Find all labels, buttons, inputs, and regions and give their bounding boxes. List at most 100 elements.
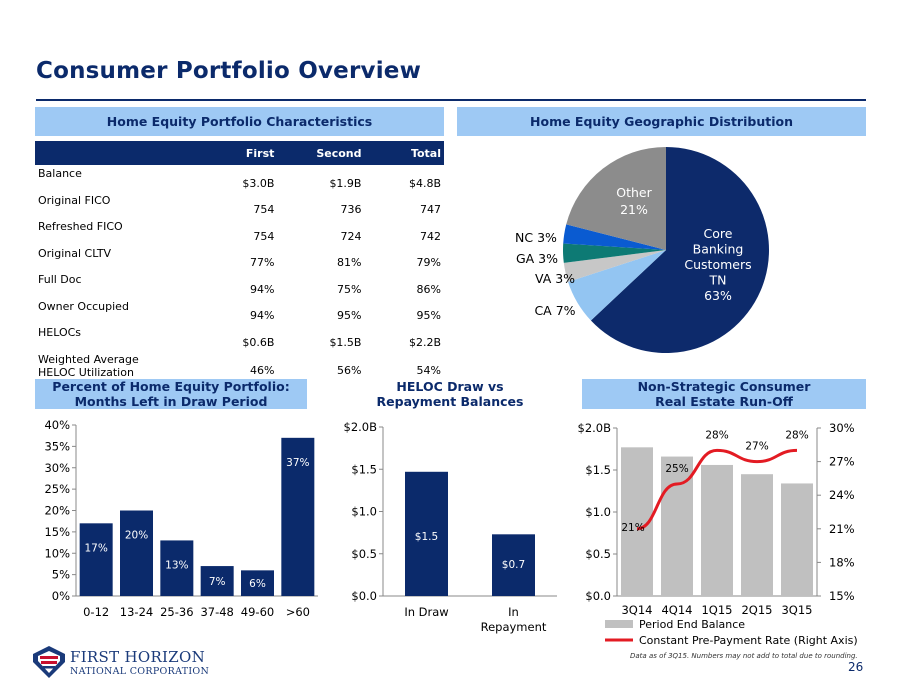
x-tick-label: 0-12	[83, 605, 109, 619]
x-tick-label: 13-24	[120, 605, 153, 619]
x-tick-label: In Draw	[404, 605, 448, 619]
page-title: Consumer Portfolio Overview	[36, 58, 422, 84]
banner-heloc: HELOC Draw vs Repayment Balances	[330, 379, 570, 409]
second-value: $1.9B	[329, 176, 362, 190]
y-tick-label: 5%	[52, 568, 70, 582]
x-tick-label: 3Q15	[781, 603, 812, 617]
first-value: 46%	[249, 363, 275, 377]
row-label: Original FICO	[38, 193, 111, 207]
characteristics-table: First Second Total Balance $3.0B $1.9B $4.8…	[35, 141, 444, 379]
second-value: 95%	[337, 309, 362, 322]
table-row: Refreshed FICO 754 724 742	[35, 218, 444, 245]
x-tick-label: >60	[286, 605, 310, 619]
total-value: $4.8B	[408, 176, 441, 190]
second-value: 56%	[337, 363, 362, 377]
table-row: Owner Occupied 94% 95% 95%	[35, 298, 444, 325]
pie-slice	[590, 147, 769, 353]
pie-slice	[563, 243, 666, 263]
pie-label: Customers	[684, 257, 751, 272]
pie-slice	[563, 250, 666, 282]
runoff-combo-chart: $0.0 $0.5 $1.0 $1.5 $2.0B 15% 18% 21% 24% 27% 30% 3…	[578, 421, 858, 647]
data-label: 7%	[209, 576, 226, 588]
y-tick-label: $2.0B	[578, 421, 612, 435]
data-label: $0.7	[502, 559, 525, 571]
total-value: 86%	[416, 282, 441, 296]
row-label: Refreshed FICO	[38, 220, 123, 233]
second-value: 736	[340, 203, 362, 216]
bar	[120, 510, 153, 596]
banner-line: Non-Strategic Consumer	[637, 379, 811, 394]
y-tick-label: 25%	[44, 482, 70, 496]
first-value: 94%	[249, 282, 275, 296]
table-row: Original CLTV 77% 81% 79%	[35, 245, 444, 272]
first-value: 77%	[249, 256, 275, 269]
row-label: Full Doc	[38, 273, 82, 286]
first-value: 94%	[249, 309, 275, 322]
data-label: 37%	[286, 457, 309, 469]
bar	[741, 474, 773, 596]
y-tick-label: $0.0	[585, 589, 611, 603]
cpr-line	[636, 448, 798, 531]
bar	[405, 471, 448, 596]
x-tick-label: 25-36	[160, 605, 193, 619]
y2-tick-label: 27%	[829, 455, 855, 469]
x-tick-label: 3Q14	[621, 603, 652, 617]
table-header-row: First Second Total	[35, 141, 444, 165]
banner-line: Percent of Home Equity Portfolio:	[52, 379, 290, 394]
bar	[160, 540, 194, 596]
second-value: 81%	[337, 256, 362, 269]
banner-line: Real Estate Run-Off	[655, 394, 793, 409]
y-tick-label: $1.0	[585, 505, 611, 519]
logo-emblem-icon	[33, 646, 65, 678]
footnote: Data as of 3Q15. Numbers may not add to …	[630, 652, 858, 660]
line-data-label: 27%	[745, 441, 768, 453]
data-label: 13%	[165, 559, 188, 571]
bar	[200, 566, 234, 596]
page-number: 26	[848, 660, 864, 674]
pie-label: Other	[616, 185, 652, 200]
y-tick-label: $0.5	[585, 547, 611, 561]
row-label: Owner Occupied	[38, 299, 129, 313]
pie-label: VA 3%	[535, 271, 575, 286]
first-value: 754	[253, 229, 275, 243]
bar	[241, 570, 274, 596]
total-value: 95%	[416, 309, 441, 322]
legend-label: Constant Pre-Payment Rate (Right Axis)	[639, 634, 858, 647]
line-data-label: 28%	[705, 429, 728, 441]
banner-runoff: Non-Strategic Consumer Real Estate Run-O…	[582, 379, 866, 409]
data-label: 20%	[125, 530, 148, 542]
banner-line: Months Left in Draw Period	[74, 394, 268, 409]
line-data-label: 25%	[665, 463, 688, 475]
y-tick-label: 0%	[52, 589, 70, 603]
x-tick-label: 4Q14	[661, 603, 692, 617]
table-header: Second	[277, 141, 365, 165]
y-tick-label: $1.0	[351, 505, 377, 519]
bar	[281, 437, 315, 596]
table-row: Original FICO 754 736 747	[35, 192, 444, 219]
bar	[492, 534, 535, 596]
heloc-bar-chart: $0.0 $0.5 $1.0 $1.5 $2.0B $1.5 In Draw $0.7 InRe…	[344, 420, 557, 634]
title-divider	[36, 99, 866, 101]
pie-label: 21%	[620, 202, 648, 217]
table-row: HELOCs $0.6B $1.5B $2.2B	[35, 324, 444, 351]
y-tick-label: 20%	[44, 504, 70, 518]
data-label: $1.5	[415, 531, 438, 543]
y-tick-label: 15%	[44, 525, 70, 539]
bar	[781, 483, 813, 596]
second-value: 75%	[337, 282, 362, 296]
x-tick-label: Repayment	[481, 620, 547, 634]
row-label: HELOCs	[38, 326, 82, 339]
first-value: 754	[253, 203, 275, 216]
x-tick-label: 37-48	[200, 605, 233, 619]
y2-tick-label: 24%	[829, 488, 855, 502]
table-row: Full Doc 94% 75% 86%	[35, 271, 444, 298]
data-label: 17%	[84, 542, 107, 554]
y-tick-label: 30%	[44, 461, 70, 475]
y-tick-label: $1.5	[351, 462, 377, 476]
total-value: 79%	[416, 256, 441, 269]
second-value: 724	[340, 229, 362, 243]
pie-label: CA 7%	[534, 303, 575, 318]
total-value: $2.2B	[408, 335, 441, 349]
banner-characteristics: Home Equity Portfolio Characteristics	[35, 107, 444, 136]
